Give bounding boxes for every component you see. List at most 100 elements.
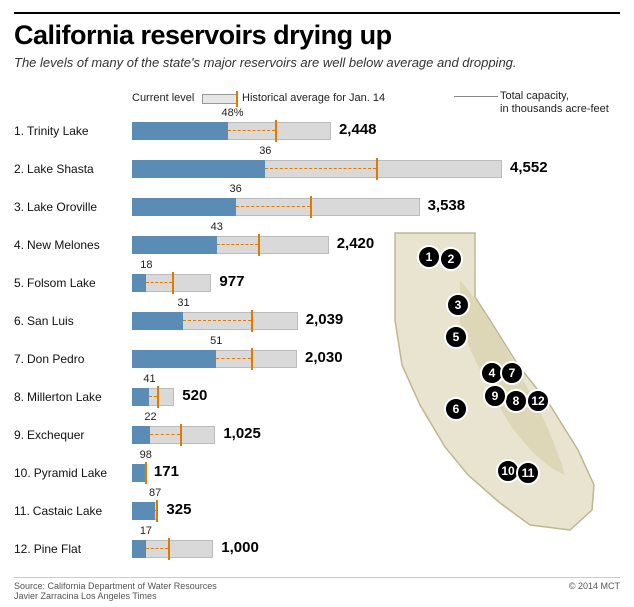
row-number: 2. xyxy=(14,162,24,176)
svg-text:4: 4 xyxy=(489,366,496,380)
current-level-bar xyxy=(132,350,216,368)
historical-avg-tick xyxy=(157,386,159,408)
svg-text:6: 6 xyxy=(453,402,460,416)
historical-avg-tick xyxy=(156,500,158,522)
row-label: 1. Trinity Lake xyxy=(14,124,132,138)
legend-current-label: Current level xyxy=(132,92,194,104)
capacity-label: 4,552 xyxy=(510,159,548,176)
current-level-bar xyxy=(132,236,217,254)
capacity-label: 171 xyxy=(154,463,179,480)
current-level-bar xyxy=(132,426,150,444)
bar-area: 363,538 xyxy=(132,198,502,216)
pct-label: 87 xyxy=(149,487,161,499)
footer: Source: California Department of Water R… xyxy=(14,577,620,601)
historical-avg-tick xyxy=(180,424,182,446)
legend-avg-tick xyxy=(236,91,238,107)
row-number: 3. xyxy=(14,200,24,214)
current-level-bar xyxy=(132,312,183,330)
row-label: 8. Millerton Lake xyxy=(14,390,132,404)
map-marker: 11 xyxy=(517,462,539,484)
map-marker: 9 xyxy=(484,385,506,407)
pct-label: 31 xyxy=(177,297,189,309)
row-name: Trinity Lake xyxy=(27,124,89,138)
current-level-bar xyxy=(132,388,149,406)
svg-text:12: 12 xyxy=(531,394,545,408)
map-marker: 1 xyxy=(418,246,440,268)
current-level-bar xyxy=(132,274,146,292)
capacity-label: 3,538 xyxy=(428,197,466,214)
historical-avg-tick xyxy=(275,120,277,142)
reservoir-row: 3. Lake Oroville363,538 xyxy=(14,188,620,226)
avg-dash xyxy=(216,358,251,359)
current-level-bar xyxy=(132,198,236,216)
row-name: San Luis xyxy=(27,314,74,328)
pct-label: 41 xyxy=(143,373,155,385)
map-marker: 3 xyxy=(447,294,469,316)
svg-text:3: 3 xyxy=(455,298,462,312)
row-name: New Melones xyxy=(27,238,100,252)
row-label: 4. New Melones xyxy=(14,238,132,252)
map-marker: 7 xyxy=(501,362,523,384)
svg-text:7: 7 xyxy=(509,366,516,380)
legend-capacity-leader xyxy=(454,96,498,97)
row-name: Exchequer xyxy=(27,428,84,442)
avg-dash xyxy=(183,320,251,321)
capacity-label: 2,039 xyxy=(306,311,344,328)
row-label: 7. Don Pedro xyxy=(14,352,132,366)
avg-dash xyxy=(236,206,311,207)
california-map: 123456789101112 xyxy=(340,225,620,555)
historical-avg-tick xyxy=(310,196,312,218)
row-number: 8. xyxy=(14,390,24,404)
row-label: 3. Lake Oroville xyxy=(14,200,132,214)
svg-text:8: 8 xyxy=(513,394,520,408)
historical-avg-tick xyxy=(172,272,174,294)
row-name: Pine Flat xyxy=(34,542,81,556)
reservoir-row: 2. Lake Shasta 364,552 xyxy=(14,150,620,188)
map-marker: 6 xyxy=(445,398,467,420)
row-label: 5. Folsom Lake xyxy=(14,276,132,290)
current-level-bar xyxy=(132,502,155,520)
historical-avg-tick xyxy=(376,158,378,180)
pct-label: 48% xyxy=(222,107,244,119)
row-number: 11. xyxy=(14,504,30,518)
reservoir-row: 1. Trinity Lake48%2,448 xyxy=(14,112,620,150)
row-number: 5. xyxy=(14,276,24,290)
legend: Current level Historical average for Jan… xyxy=(132,86,620,112)
row-number: 10. xyxy=(14,466,31,480)
historical-avg-tick xyxy=(251,348,253,370)
row-name: Millerton Lake xyxy=(27,390,102,404)
avg-dash xyxy=(265,168,376,169)
svg-text:5: 5 xyxy=(453,330,460,344)
avg-dash xyxy=(146,282,171,283)
pct-label: 36 xyxy=(259,145,271,157)
current-level-bar xyxy=(132,122,228,140)
capacity-label: 2,030 xyxy=(305,349,343,366)
historical-avg-tick xyxy=(168,538,170,560)
map-marker: 10 xyxy=(497,460,519,482)
capacity-label: 1,000 xyxy=(221,539,259,556)
avg-dash xyxy=(228,130,276,131)
row-label: 12. Pine Flat xyxy=(14,542,132,556)
footer-copyright: © 2014 MCT xyxy=(569,581,620,601)
map-marker: 4 xyxy=(481,362,503,384)
row-number: 1. xyxy=(14,124,24,138)
historical-avg-tick xyxy=(258,234,260,256)
row-label: 9. Exchequer xyxy=(14,428,132,442)
svg-text:9: 9 xyxy=(492,389,499,403)
legend-historical-label: Historical average for Jan. 14 xyxy=(242,92,385,104)
pct-label: 51 xyxy=(210,335,222,347)
row-number: 12. xyxy=(14,542,31,556)
avg-dash xyxy=(150,434,180,435)
row-label: 6. San Luis xyxy=(14,314,132,328)
capacity-label: 977 xyxy=(219,273,244,290)
row-name: Lake Shasta xyxy=(27,162,94,176)
avg-dash xyxy=(217,244,258,245)
bar-area: 364,552 xyxy=(132,160,502,178)
svg-text:10: 10 xyxy=(501,464,515,478)
current-level-bar xyxy=(132,540,146,558)
map-marker: 2 xyxy=(440,248,462,270)
capacity-label: 1,025 xyxy=(223,425,261,442)
row-number: 7. xyxy=(14,352,24,366)
row-number: 9. xyxy=(14,428,24,442)
capacity-label: 2,448 xyxy=(339,121,377,138)
